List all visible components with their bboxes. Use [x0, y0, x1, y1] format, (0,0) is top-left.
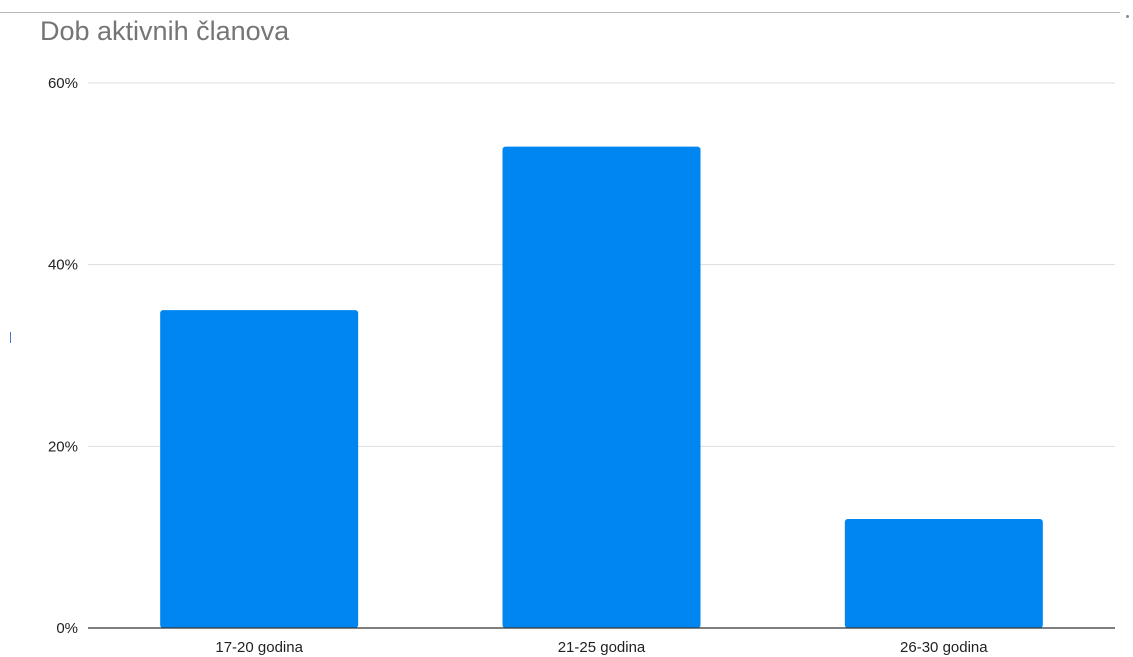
top-border-line	[0, 12, 1120, 13]
y-tick-label: 0%	[56, 620, 78, 637]
x-tick-label: 21-25 godina	[558, 639, 646, 656]
x-tick-label: 26-30 godina	[900, 639, 988, 656]
left-edge-mark	[10, 332, 11, 343]
bar	[160, 310, 359, 628]
bar	[502, 146, 701, 629]
corner-dot	[1126, 15, 1129, 18]
bar	[844, 519, 1043, 628]
y-tick-label: 20%	[48, 438, 78, 455]
chart-title: Dob aktivnih članova	[40, 16, 290, 46]
x-tick-label: 17-20 godina	[215, 639, 303, 656]
y-tick-label: 40%	[48, 257, 78, 274]
y-tick-label: 60%	[48, 75, 78, 92]
